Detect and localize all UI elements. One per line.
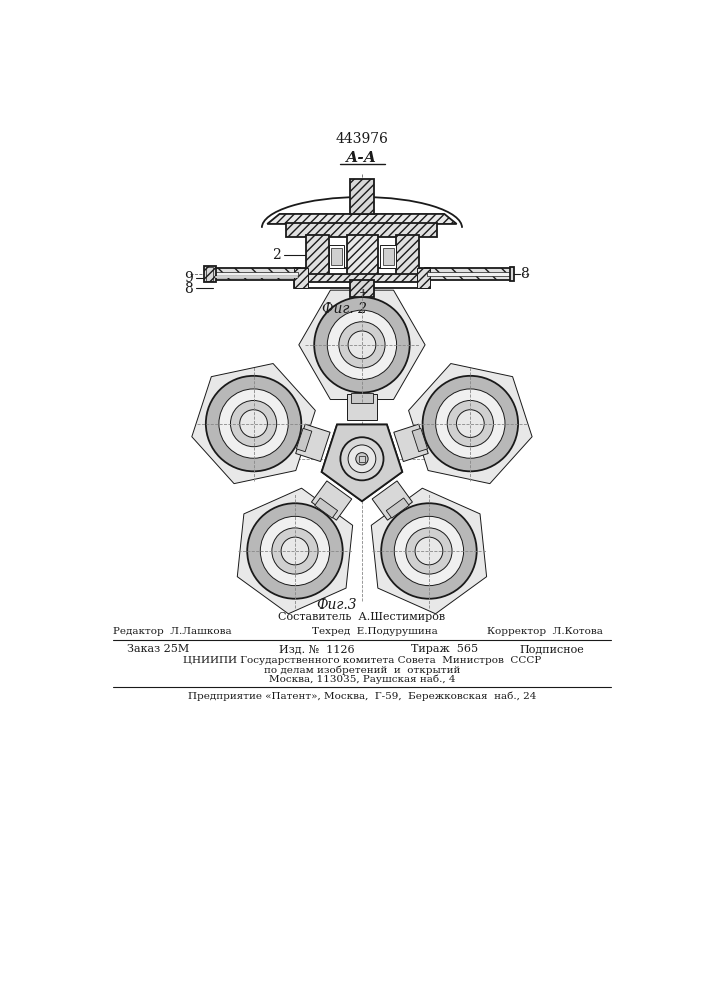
Circle shape	[260, 516, 329, 586]
Polygon shape	[322, 425, 402, 501]
Polygon shape	[299, 290, 425, 400]
Circle shape	[247, 503, 343, 599]
Bar	[351, 179, 373, 214]
Polygon shape	[351, 393, 373, 403]
Bar	[346, 235, 378, 276]
Circle shape	[340, 437, 383, 480]
Bar	[331, 248, 342, 265]
Text: А-А: А-А	[346, 151, 378, 165]
Polygon shape	[192, 364, 315, 484]
Bar	[426, 272, 510, 276]
Circle shape	[415, 537, 443, 565]
Circle shape	[219, 389, 288, 458]
Text: Фиг.3: Фиг.3	[316, 598, 357, 612]
Bar	[329, 245, 344, 268]
Circle shape	[448, 400, 493, 447]
Text: по делам изобретений  и  открытий: по делам изобретений и открытий	[264, 665, 460, 675]
Circle shape	[327, 310, 397, 379]
Circle shape	[356, 453, 368, 465]
Polygon shape	[409, 364, 532, 484]
Text: 9: 9	[184, 271, 192, 285]
Bar	[206, 267, 214, 281]
Bar	[416, 268, 431, 288]
Polygon shape	[322, 425, 402, 501]
Text: 8: 8	[184, 282, 192, 296]
Text: 443976: 443976	[336, 132, 388, 146]
Text: Подписное: Подписное	[520, 644, 585, 654]
Text: Техред  Е.Подурушина: Техред Е.Подурушина	[312, 627, 438, 636]
Polygon shape	[238, 488, 353, 614]
Bar	[298, 274, 426, 282]
Text: Москва, 113035, Раушская наб., 4: Москва, 113035, Раушская наб., 4	[269, 674, 455, 684]
Circle shape	[206, 376, 301, 471]
Bar	[396, 235, 419, 276]
Text: +: +	[359, 288, 368, 298]
Bar	[425, 268, 511, 280]
Text: Корректор  Л.Котова: Корректор Л.Котова	[486, 627, 602, 636]
Circle shape	[272, 528, 318, 574]
Text: Фиг. 2: Фиг. 2	[322, 302, 367, 316]
Circle shape	[240, 410, 267, 437]
Text: ЦНИИПИ Государственного комитета Совета  Министров  СССР: ЦНИИПИ Государственного комитета Совета …	[183, 656, 541, 665]
Circle shape	[423, 376, 518, 471]
Circle shape	[339, 322, 385, 368]
Bar	[510, 267, 515, 281]
Text: 8: 8	[520, 267, 529, 281]
Polygon shape	[315, 498, 338, 518]
Bar	[305, 235, 329, 276]
Bar	[359, 456, 365, 462]
Polygon shape	[296, 428, 312, 452]
Circle shape	[281, 537, 309, 565]
Text: Заказ 25М: Заказ 25М	[127, 644, 189, 654]
Polygon shape	[296, 424, 330, 462]
Bar	[214, 268, 300, 280]
Bar	[286, 223, 438, 237]
Text: Редактор  Л.Лашкова: Редактор Л.Лашкова	[113, 627, 232, 636]
Text: Составитель  А.Шестимиров: Составитель А.Шестимиров	[279, 612, 445, 622]
Text: Изд. №  1126: Изд. № 1126	[279, 644, 355, 654]
Polygon shape	[267, 214, 457, 224]
Circle shape	[230, 400, 276, 447]
Polygon shape	[312, 481, 352, 520]
Circle shape	[395, 516, 464, 586]
Polygon shape	[372, 481, 412, 520]
Circle shape	[381, 503, 477, 599]
Polygon shape	[386, 498, 409, 518]
Bar	[204, 266, 216, 282]
Circle shape	[348, 331, 376, 359]
Polygon shape	[412, 428, 428, 452]
Circle shape	[436, 389, 505, 458]
Bar	[294, 268, 431, 288]
Bar	[215, 276, 298, 278]
Bar	[294, 268, 308, 288]
Bar	[215, 272, 298, 276]
Polygon shape	[394, 424, 428, 462]
Text: Предприятие «Патент», Москва,  Г-59,  Бережковская  наб., 24: Предприятие «Патент», Москва, Г-59, Бере…	[188, 691, 536, 701]
Circle shape	[348, 445, 376, 473]
Bar	[351, 280, 373, 297]
Polygon shape	[346, 394, 378, 420]
Circle shape	[457, 410, 484, 437]
Bar	[382, 248, 394, 265]
Bar	[380, 245, 396, 268]
Polygon shape	[371, 488, 486, 614]
Circle shape	[406, 528, 452, 574]
Text: Тираж  565: Тираж 565	[411, 644, 478, 654]
Circle shape	[314, 297, 409, 393]
Text: 2: 2	[272, 248, 281, 262]
